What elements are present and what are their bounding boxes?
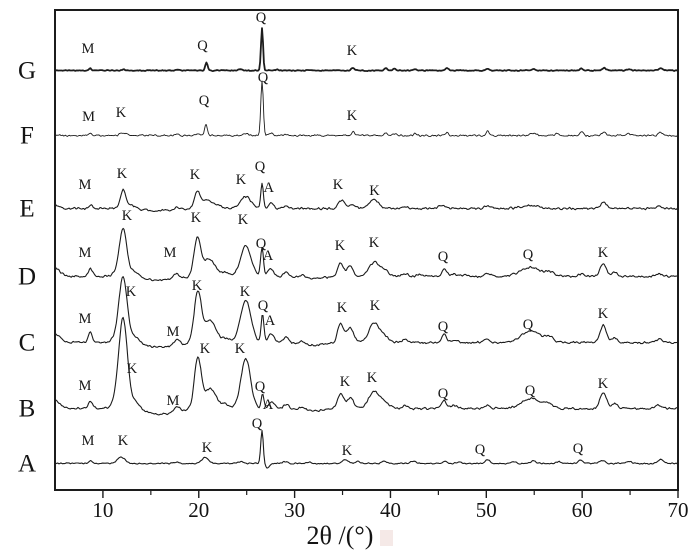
peak-label-B-K: K bbox=[200, 341, 211, 357]
peak-label-B-K: K bbox=[367, 370, 378, 386]
peak-label-E-K: K bbox=[236, 172, 247, 188]
peak-label-D-Q: Q bbox=[523, 247, 534, 263]
peak-label-A-K: K bbox=[202, 440, 213, 456]
series-label-A: A bbox=[18, 451, 36, 478]
series-label-E: E bbox=[19, 196, 34, 223]
peak-label-F-M: M bbox=[82, 109, 95, 125]
series-label-D: D bbox=[18, 264, 36, 291]
peak-label-A-K: K bbox=[118, 433, 129, 449]
peak-label-B-K: K bbox=[127, 361, 138, 377]
peak-label-D-M: M bbox=[164, 245, 177, 261]
peak-label-A-K: K bbox=[342, 443, 353, 459]
peak-label-C-K: K bbox=[126, 284, 137, 300]
peak-label-B-Q: Q bbox=[255, 379, 266, 395]
peak-label-C-K: K bbox=[192, 278, 203, 294]
trace-A bbox=[54, 429, 679, 469]
trace-F bbox=[54, 80, 679, 137]
peak-label-G-Q: Q bbox=[197, 38, 208, 54]
peak-label-E-A: A bbox=[263, 180, 274, 196]
x-axis-tick-label: 50 bbox=[476, 498, 497, 522]
peak-label-E-M: M bbox=[79, 177, 92, 193]
trace-D bbox=[54, 227, 679, 282]
trace-E bbox=[54, 182, 679, 212]
series-label-G: G bbox=[18, 58, 36, 85]
peak-label-E-K: K bbox=[117, 166, 128, 182]
peak-label-B-Q: Q bbox=[438, 386, 449, 402]
peak-label-D-A: A bbox=[263, 248, 274, 264]
peak-label-D-Q: Q bbox=[256, 236, 267, 252]
peak-label-B-K: K bbox=[598, 376, 609, 392]
trace-C bbox=[54, 276, 679, 349]
peak-label-E-Q: Q bbox=[255, 159, 266, 175]
peak-label-A-Q: Q bbox=[573, 441, 584, 457]
peak-label-A-Q: Q bbox=[475, 442, 486, 458]
peak-label-E-K: K bbox=[369, 183, 380, 199]
x-axis-tick-label: 10 bbox=[92, 498, 113, 522]
peak-label-D-K: K bbox=[598, 245, 609, 261]
peak-label-B-A: A bbox=[263, 397, 274, 413]
series-label-C: C bbox=[19, 330, 36, 357]
peak-label-C-Q: Q bbox=[523, 317, 534, 333]
peak-label-A-M: M bbox=[82, 433, 95, 449]
peak-label-F-Q: Q bbox=[199, 93, 210, 109]
peak-label-D-K: K bbox=[335, 238, 346, 254]
x-axis-tick-label: 40 bbox=[380, 498, 401, 522]
peak-label-D-K: K bbox=[191, 210, 202, 226]
x-axis-tick-label: 60 bbox=[572, 498, 593, 522]
peak-label-D-K: K bbox=[122, 208, 133, 224]
peak-label-C-Q: Q bbox=[438, 319, 449, 335]
peak-label-D-M: M bbox=[79, 245, 92, 261]
peak-label-C-Q: Q bbox=[258, 298, 269, 314]
peak-label-B-M: M bbox=[79, 378, 92, 394]
x-axis-tick-label: 70 bbox=[668, 498, 689, 522]
peak-label-B-Q: Q bbox=[525, 383, 536, 399]
peak-label-G-Q: Q bbox=[256, 10, 267, 26]
x-axis-tick-label: 30 bbox=[284, 498, 305, 522]
scan-highlight-artifact bbox=[380, 530, 394, 546]
trace-B bbox=[54, 316, 679, 416]
peak-label-E-K: K bbox=[333, 177, 344, 193]
peak-label-G-K: K bbox=[347, 43, 358, 59]
peak-label-G-M: M bbox=[82, 41, 95, 57]
peak-label-D-K: K bbox=[369, 235, 380, 251]
peak-label-B-K: K bbox=[235, 341, 246, 357]
peak-label-D-Q: Q bbox=[438, 249, 449, 265]
series-label-F: F bbox=[20, 123, 34, 150]
peak-label-B-M: M bbox=[167, 393, 180, 409]
peak-label-F-Q: Q bbox=[258, 70, 269, 86]
peak-label-E-K: K bbox=[190, 167, 201, 183]
x-axis-tick-label: 20 bbox=[188, 498, 209, 522]
plot-border bbox=[54, 9, 679, 491]
x-axis-title-text: 2θ /(°) bbox=[306, 521, 374, 550]
peak-label-C-M: M bbox=[79, 311, 92, 327]
peak-label-A-Q: Q bbox=[252, 416, 263, 432]
peak-label-B-K: K bbox=[340, 374, 351, 390]
peak-label-D-K: K bbox=[238, 212, 249, 228]
series-label-B: B bbox=[19, 396, 36, 423]
trace-G bbox=[54, 27, 679, 72]
peak-label-C-M: M bbox=[167, 324, 180, 340]
peak-label-C-A: A bbox=[265, 313, 276, 329]
peak-label-F-K: K bbox=[116, 105, 127, 121]
peak-label-C-K: K bbox=[598, 306, 609, 322]
peak-label-F-K: K bbox=[347, 108, 358, 124]
peak-label-C-K: K bbox=[240, 284, 251, 300]
peak-label-C-K: K bbox=[337, 300, 348, 316]
peak-label-C-K: K bbox=[370, 298, 381, 314]
x-axis-title: 2θ /(°) bbox=[0, 521, 700, 551]
